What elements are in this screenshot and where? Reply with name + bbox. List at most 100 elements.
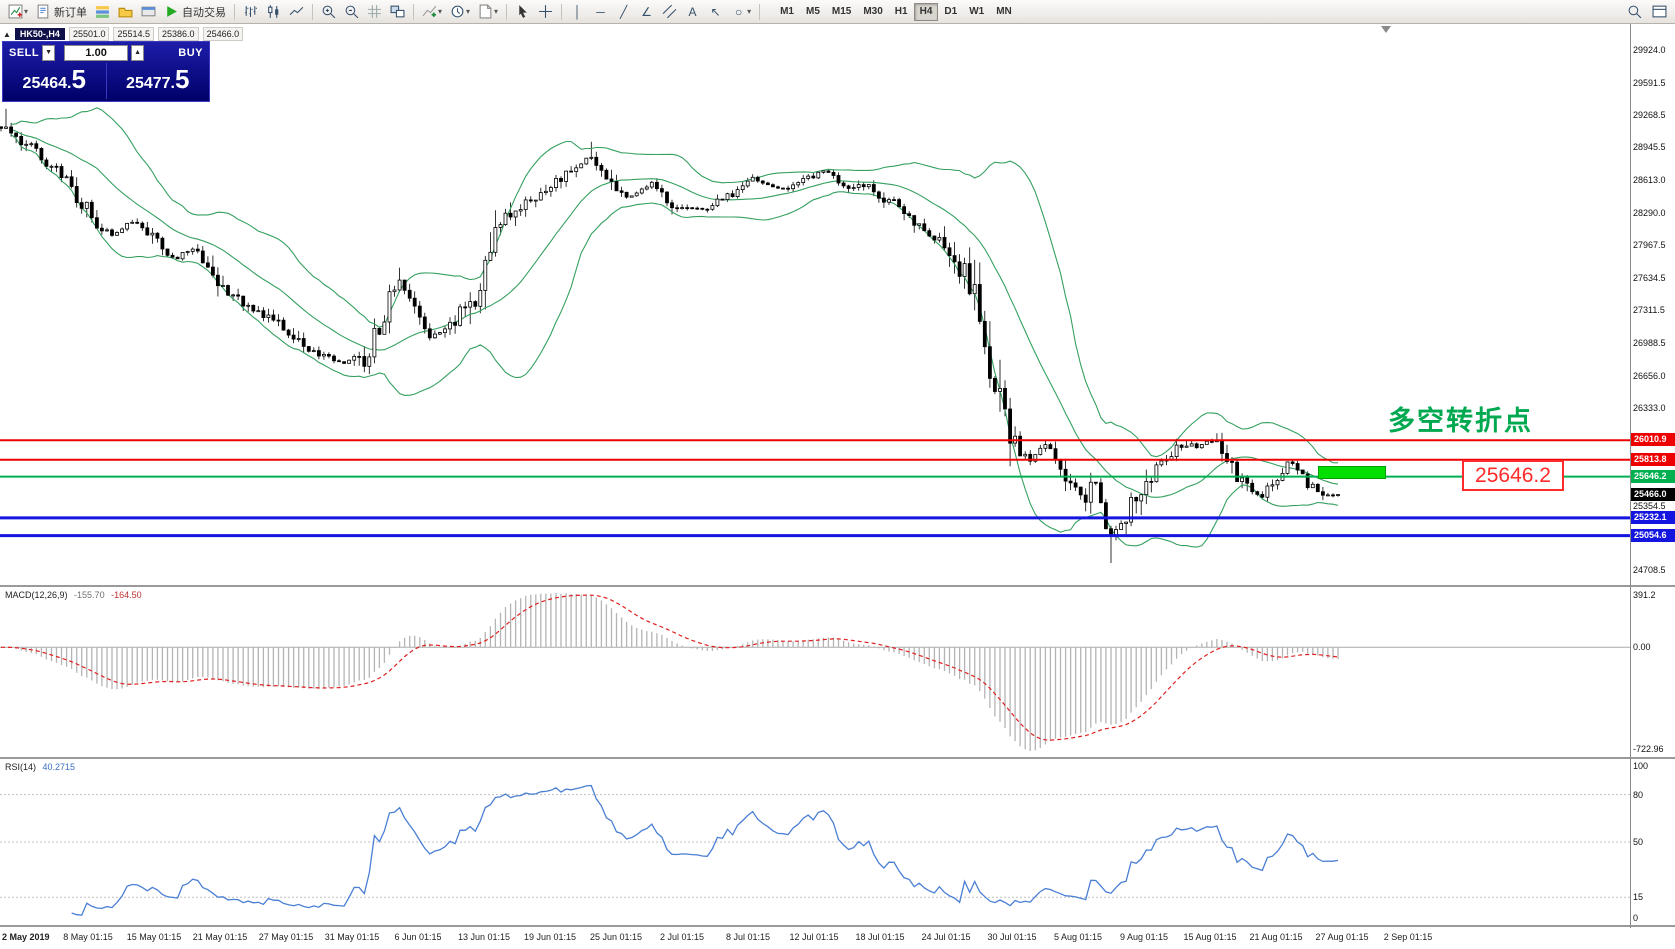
period-button[interactable]: ▾ xyxy=(446,2,474,22)
autotrading-button[interactable]: 自动交易 xyxy=(160,2,230,22)
timeframe-w1[interactable]: W1 xyxy=(969,6,985,17)
macd-axis-tick: -722.96 xyxy=(1633,744,1664,754)
new-chart-button[interactable]: ▾ xyxy=(4,2,32,22)
close-value: 25466.0 xyxy=(202,27,244,41)
vertical-line-icon: │ xyxy=(573,4,582,19)
tile-windows-icon xyxy=(390,4,405,19)
vertical-line-tool[interactable]: │ xyxy=(566,2,589,22)
low-value: 25386.0 xyxy=(158,27,199,41)
price-axis-tick: 29591.5 xyxy=(1633,77,1666,88)
trade-panel-prices: 25464. 5 25477. 5 xyxy=(3,63,209,99)
volume-decrease-button[interactable]: ▼ xyxy=(42,44,56,61)
turning-point-annotation[interactable]: 多空转折点 xyxy=(1388,406,1533,436)
time-axis[interactable]: 2 May 2019 8 May 01:15 15 May 01:15 21 May … xyxy=(0,928,1675,949)
timeframe-h1[interactable]: H1 xyxy=(894,6,908,17)
indicators-button[interactable]: ▾ xyxy=(418,2,446,22)
angle-trend-icon: ∠ xyxy=(641,4,652,19)
window-layout-icon xyxy=(1652,4,1667,19)
bar-chart-icon xyxy=(243,4,258,19)
clock-icon xyxy=(450,4,465,19)
tile-windows-button[interactable] xyxy=(386,2,409,22)
window-layout-button[interactable] xyxy=(1648,2,1671,22)
time-axis-label: 25 Jun 01:15 xyxy=(589,932,643,942)
time-axis-label: 30 Jul 01:15 xyxy=(987,932,1037,942)
indicators-icon xyxy=(422,4,437,19)
buy-price: 25477. xyxy=(126,75,175,92)
volume-increase-button[interactable]: ▲ xyxy=(131,44,145,61)
rsi-axis-tick: 80 xyxy=(1633,789,1644,800)
timeframe-m30[interactable]: M30 xyxy=(863,6,883,17)
timeframe-d1[interactable]: D1 xyxy=(944,6,958,17)
angle-trend-tool[interactable]: ∠ xyxy=(635,2,658,22)
candlestick-chart-button[interactable] xyxy=(262,2,285,22)
rsi-axis-tick: 0 xyxy=(1633,913,1639,923)
market-watch-button[interactable] xyxy=(91,2,114,22)
sell-label: SELL xyxy=(9,46,40,59)
timeframe-m5[interactable]: M5 xyxy=(805,6,820,17)
bar-chart-button[interactable] xyxy=(239,2,262,22)
channel-tool[interactable] xyxy=(658,2,681,22)
price-level-chip: 25054.6 xyxy=(1631,528,1675,542)
panel-separator[interactable] xyxy=(0,585,1675,587)
price-callout-box[interactable]: 25646.2 xyxy=(1462,460,1564,491)
highlight-rectangle[interactable] xyxy=(1318,466,1386,479)
time-axis-label: 27 Aug 01:15 xyxy=(1315,932,1369,942)
volume-input[interactable] xyxy=(64,44,129,61)
new-order-icon xyxy=(36,4,51,19)
zoom-out-icon xyxy=(344,4,359,19)
new-order-button[interactable]: 新订单 xyxy=(32,2,91,22)
shapes-tool[interactable]: ○ ▾ xyxy=(727,2,755,22)
time-axis-label: 15 May 01:15 xyxy=(126,932,182,942)
timeframe-h4[interactable]: H4 xyxy=(913,2,939,21)
timeframe-m1[interactable]: M1 xyxy=(780,6,794,17)
price-axis-tick: 26333.0 xyxy=(1633,403,1666,413)
price-axis-tick: 28945.5 xyxy=(1633,142,1666,153)
price-axis-tick: 26988.5 xyxy=(1633,337,1666,348)
navigator-icon xyxy=(118,4,133,19)
toolbar-separator xyxy=(506,3,508,20)
template-icon xyxy=(478,4,493,19)
navigator-button[interactable] xyxy=(114,2,137,22)
arrows-tool[interactable]: ↖ xyxy=(704,2,727,22)
text-tool[interactable]: A xyxy=(681,2,704,22)
chart-header: ▲ HK50-,H4 25501.0 25514.5 25386.0 25466… xyxy=(3,27,244,41)
price-level-chip: 25813.8 xyxy=(1631,452,1675,466)
line-chart-button[interactable] xyxy=(285,2,308,22)
cursor-button[interactable] xyxy=(511,2,534,22)
price-axis-separator xyxy=(1630,24,1631,949)
price-axis-tick: 26656.0 xyxy=(1633,370,1666,381)
time-axis-label: 19 Jun 01:15 xyxy=(523,932,577,942)
timeframe-mn[interactable]: MN xyxy=(996,6,1012,17)
time-axis-label: 5 Aug 01:15 xyxy=(1053,932,1103,942)
toolbar-separator xyxy=(234,3,236,20)
price-axis-tick: 27311.5 xyxy=(1633,305,1665,316)
toolbar-right-group xyxy=(1623,2,1671,22)
terminal-button[interactable] xyxy=(137,2,160,22)
trendline-tool[interactable]: ╱ xyxy=(612,2,635,22)
buy-button[interactable]: 25477. 5 xyxy=(107,63,210,99)
grid-button[interactable] xyxy=(363,2,386,22)
rsi-name: RSI(14) xyxy=(5,762,37,772)
search-button[interactable] xyxy=(1623,2,1646,22)
chevron-down-icon: ▾ xyxy=(438,7,443,16)
templates-button[interactable]: ▾ xyxy=(474,2,502,22)
macd-axis-tick: 391.2 xyxy=(1633,590,1656,600)
crosshair-icon xyxy=(538,4,553,19)
zoom-in-button[interactable] xyxy=(317,2,340,22)
panel-separator[interactable] xyxy=(0,757,1675,759)
timeframe-m15[interactable]: M15 xyxy=(831,6,852,17)
horizontal-line-tool[interactable]: ─ xyxy=(589,2,612,22)
sell-button[interactable]: 25464. 5 xyxy=(3,63,107,99)
panel-separator[interactable] xyxy=(0,925,1675,927)
collapse-panel-icon[interactable]: ▲ xyxy=(3,29,11,39)
crosshair-button[interactable] xyxy=(534,2,557,22)
rsi-axis-tick: 15 xyxy=(1633,892,1644,903)
timeframe-group: M1 M5 M15 M30 H1 H4 D1 W1 MN xyxy=(774,2,1018,21)
new-chart-icon xyxy=(8,4,23,19)
zoom-out-button[interactable] xyxy=(340,2,363,22)
price-axis[interactable]: 29924.0 29591.5 29268.5 28945.5 28613.0 28290… xyxy=(1631,0,1675,949)
chevron-down-icon: ▾ xyxy=(466,7,471,16)
time-axis-label: 2 Jul 01:15 xyxy=(659,932,705,942)
price-axis-tick: 27634.5 xyxy=(1633,273,1666,284)
